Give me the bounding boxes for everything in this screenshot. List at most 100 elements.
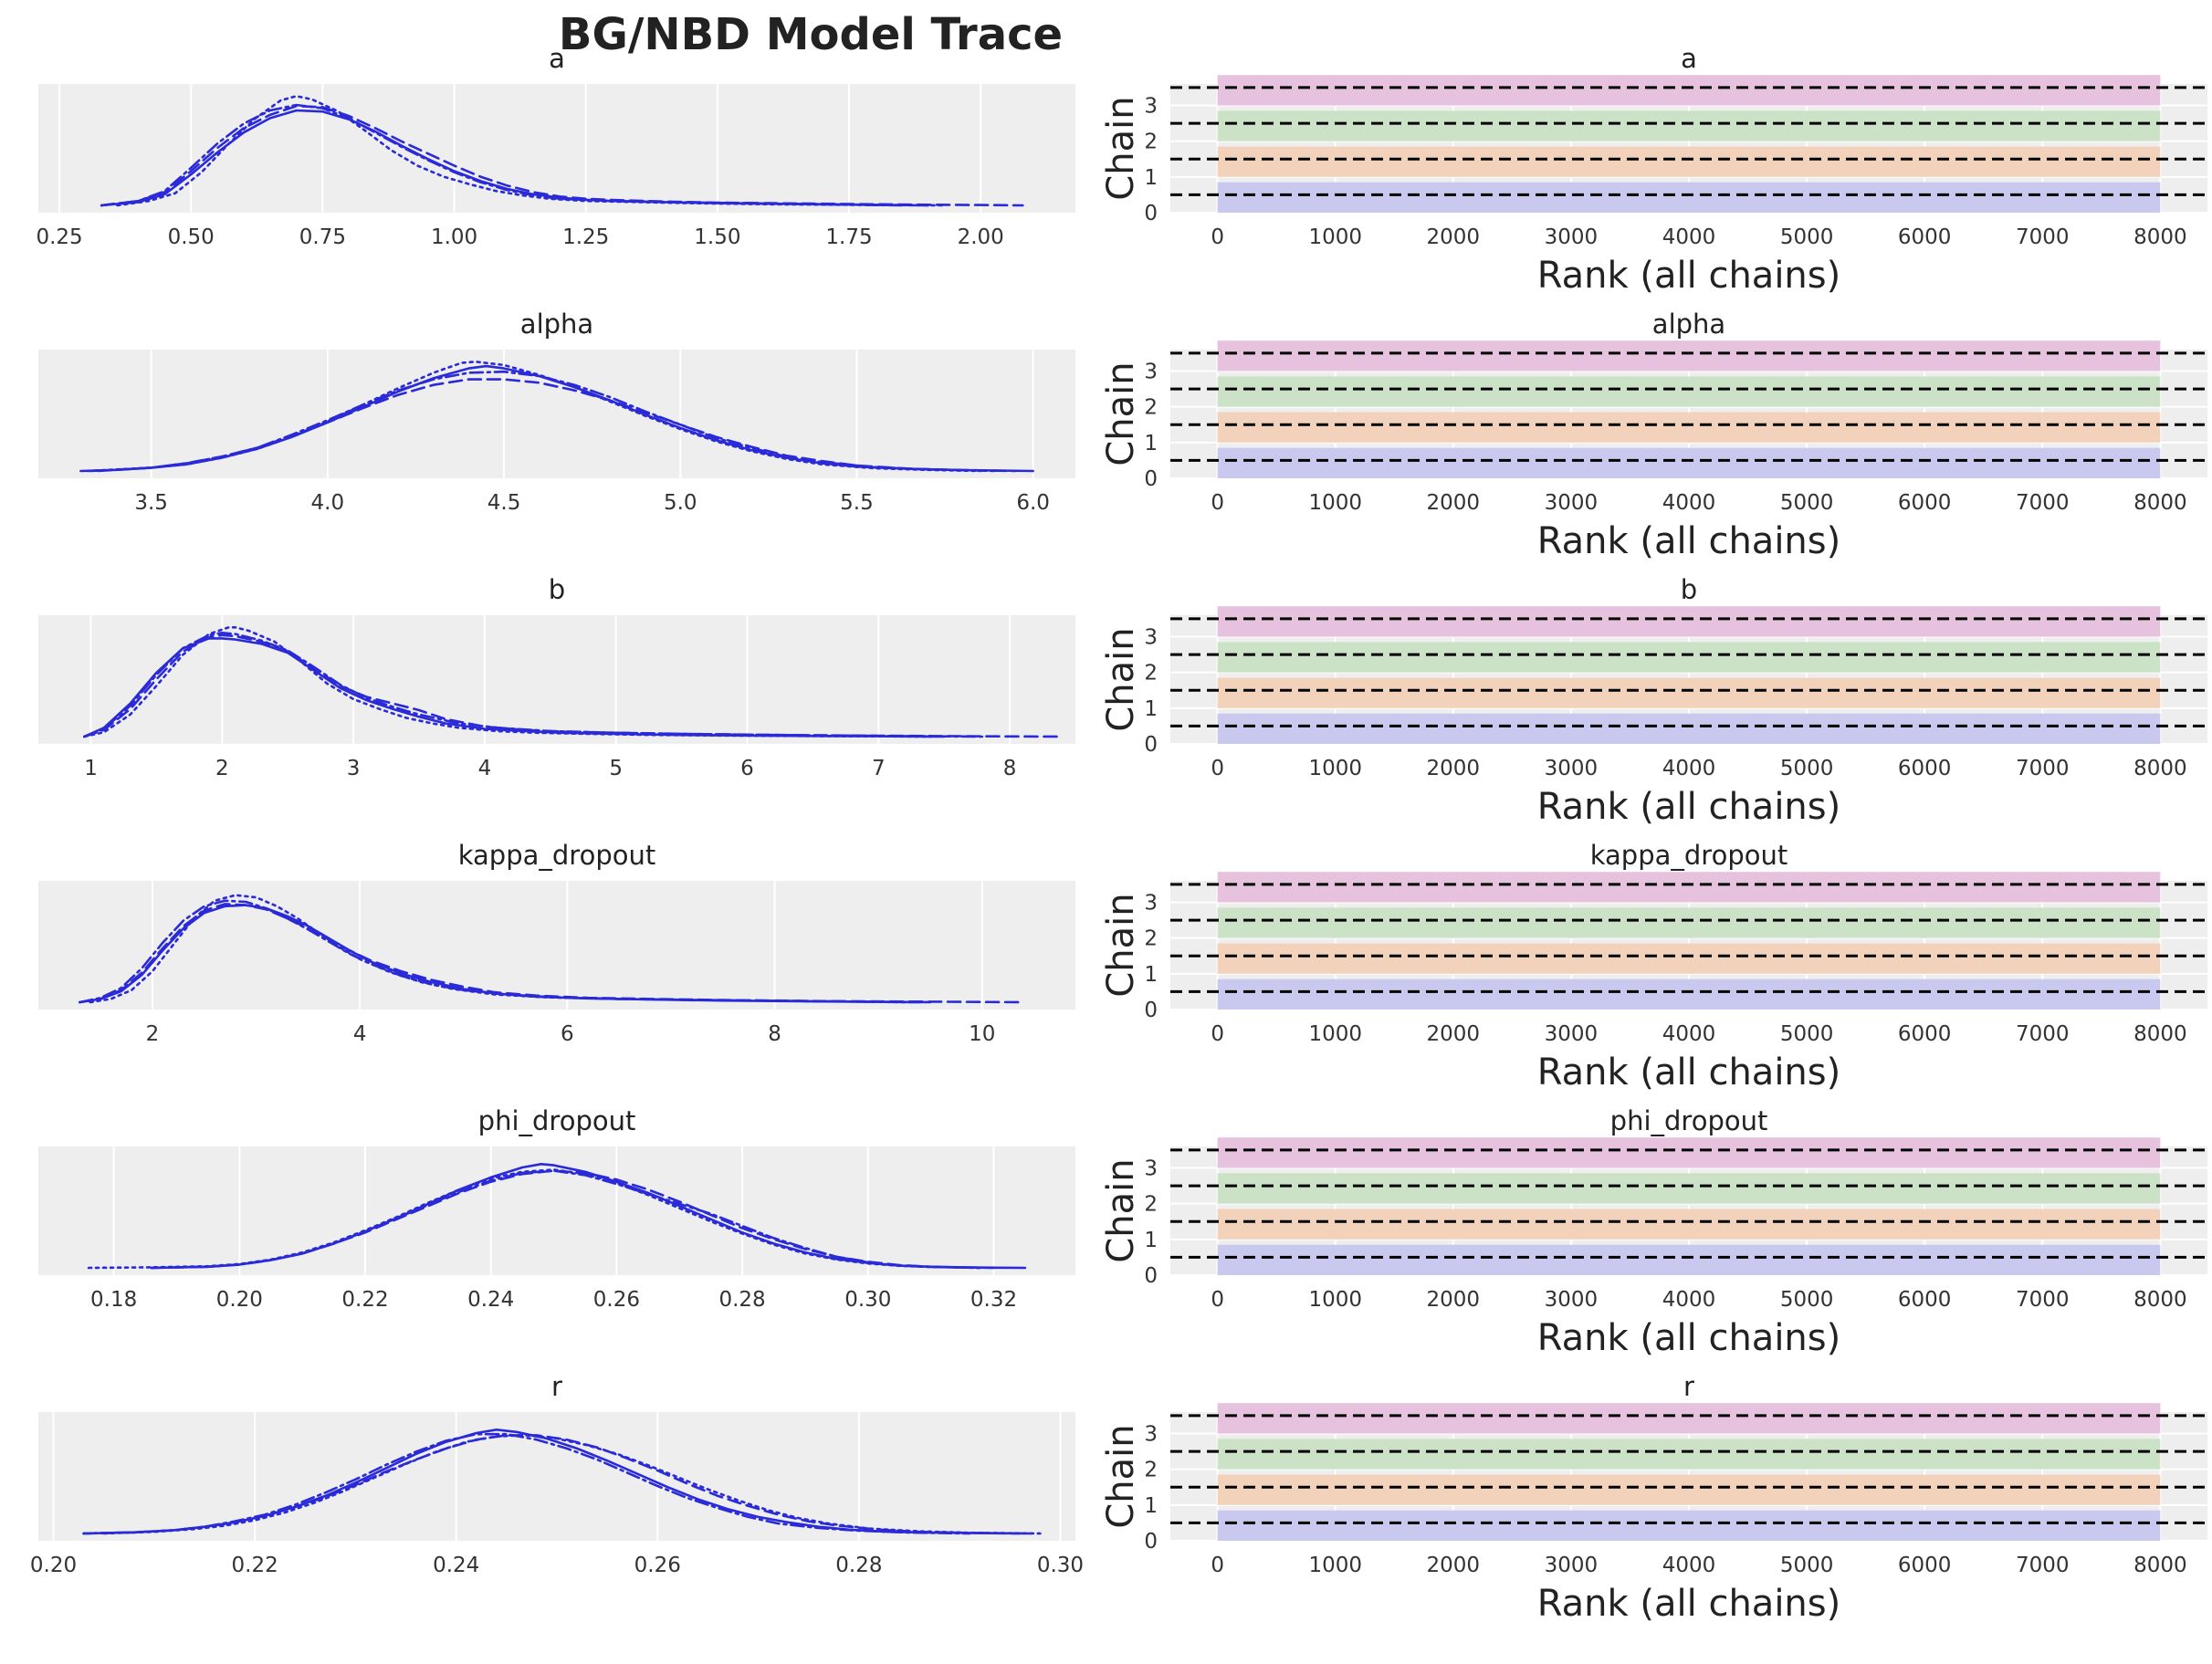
rank-xtick-label: 4000	[1662, 225, 1716, 249]
rank-bar-chain-0	[1217, 713, 2161, 744]
kde-xtick-label: 2.00	[958, 225, 1004, 249]
rank-ytick-label: 3	[1144, 892, 1158, 916]
kde-xtick-label: 5.5	[840, 491, 874, 515]
rank-xtick-label: 5000	[1780, 1288, 1834, 1312]
rank-panel-title: a	[1681, 43, 1697, 74]
rank-ytick-label: 0	[1144, 1264, 1158, 1288]
rank-ytick-label: 3	[1144, 361, 1158, 384]
rank-bar-chain-1	[1217, 943, 2161, 974]
kde-line-dashdot	[83, 631, 985, 738]
rank-bar-chain-2	[1217, 907, 2161, 938]
rank-xtick-label: 6000	[1898, 491, 1952, 515]
rank-xtick-label: 3000	[1545, 1022, 1599, 1046]
rank-xtick-label: 2000	[1427, 757, 1481, 780]
rank-xtick-label: 5000	[1780, 757, 1834, 780]
kde-xtick-label: 4.0	[311, 491, 345, 515]
rank-panel-title: kappa_dropout	[1590, 840, 1787, 871]
rank-panel-title: alpha	[1652, 309, 1725, 340]
rank-bar-chain-1	[1217, 1474, 2161, 1505]
kde-panel-title: alpha	[520, 309, 593, 340]
rank-bar-chain-3	[1217, 606, 2161, 637]
rank-panel-b: 0 1000 2000 3000 4000 5000 6000 7000 8000 0 1 2 3 b Ra…	[1100, 574, 2207, 828]
kde-line-dashdot	[79, 899, 921, 1004]
rank-ylabel: Chain	[1100, 893, 1142, 997]
rank-xtick-label: 8000	[2133, 1022, 2187, 1046]
kde-plot-area	[38, 1146, 1075, 1275]
rank-ytick-label: 2	[1144, 662, 1158, 685]
kde-xtick-label: 0.24	[467, 1288, 514, 1312]
kde-xtick-label: 2	[215, 757, 229, 780]
kde-plot-area	[38, 1412, 1075, 1541]
kde-xtick-label: 0.32	[970, 1288, 1017, 1312]
rank-xtick-label: 4000	[1662, 1022, 1716, 1046]
kde-xtick-label: 0.75	[299, 225, 346, 249]
rank-plots: 0 1000 2000 3000 4000 5000 6000 7000 8000 0 1 2 3 a Ra…	[1100, 43, 2207, 1625]
kde-line-dashdot	[82, 1432, 971, 1535]
kde-xtick-label: 0.28	[835, 1554, 882, 1577]
rank-xtick-label: 5000	[1780, 491, 1834, 515]
rank-ytick-label: 1	[1144, 963, 1158, 987]
kde-panel-r: 0.20 0.22 0.24 0.26 0.28 0.30 r	[30, 1371, 1084, 1577]
kde-xtick-label: 0.20	[30, 1554, 77, 1577]
rank-xtick-label: 6000	[1898, 757, 1952, 780]
rank-panel-title: b	[1681, 574, 1697, 605]
rank-xtick-label: 0	[1211, 1554, 1224, 1577]
rank-ytick-label: 3	[1144, 626, 1158, 650]
rank-bar-chain-3	[1217, 340, 2161, 372]
kde-panel-a: 0.25 0.50 0.75 1.00 1.25 1.50 1.75 2.00 a	[36, 43, 1075, 249]
rank-xtick-label: 6000	[1898, 225, 1952, 249]
rank-bar-chain-1	[1217, 677, 2161, 708]
kde-xtick-label: 7	[872, 757, 886, 780]
kde-panel-title: r	[551, 1371, 562, 1402]
kde-xtick-label: 0.22	[341, 1288, 388, 1312]
rank-xtick-label: 1000	[1308, 1554, 1362, 1577]
rank-bar-chain-1	[1217, 1209, 2161, 1240]
kde-line-dotted	[83, 625, 933, 738]
kde-xtick-label: 6	[561, 1022, 574, 1046]
rank-xtick-label: 7000	[2016, 1288, 2070, 1312]
kde-panel-alpha: 3.5 4.0 4.5 5.0 5.5 6.0 alpha	[38, 309, 1075, 515]
rank-xlabel: Rank (all chains)	[1537, 1052, 1840, 1094]
rank-bar-chain-0	[1217, 1244, 2161, 1275]
figure-title: BG/NBD Model Trace	[559, 9, 1063, 60]
rank-bar-chain-2	[1217, 110, 2161, 141]
kde-xtick-label: 0.26	[593, 1288, 640, 1312]
rank-xtick-label: 6000	[1898, 1554, 1952, 1577]
rank-xtick-label: 3000	[1545, 225, 1599, 249]
rank-xtick-label: 5000	[1780, 1554, 1834, 1577]
kde-plots: 0.25 0.50 0.75 1.00 1.25 1.50 1.75 2.00 a 3.5 4.0 4…	[30, 43, 1084, 1577]
rank-xtick-label: 4000	[1662, 1288, 1716, 1312]
rank-ytick-label: 1	[1144, 1229, 1158, 1252]
rank-xtick-label: 3000	[1545, 757, 1599, 780]
rank-ytick-label: 2	[1144, 396, 1158, 420]
rank-xtick-label: 2000	[1427, 1554, 1481, 1577]
kde-xtick-label: 1.50	[694, 225, 740, 249]
kde-line-dashdot	[150, 1169, 982, 1270]
kde-line-dashdot	[100, 103, 904, 207]
kde-panel-title: phi_dropout	[478, 1105, 636, 1136]
rank-xtick-label: 0	[1211, 491, 1224, 515]
rank-xtick-label: 7000	[2016, 1554, 2070, 1577]
rank-panel-phi_dropout: 0 1000 2000 3000 4000 5000 6000 7000 8000 0 1 2 3 phi…	[1100, 1105, 2207, 1359]
rank-xtick-label: 3000	[1545, 1288, 1599, 1312]
kde-line-dashed	[83, 633, 1064, 738]
rank-xtick-label: 7000	[2016, 1022, 2070, 1046]
rank-bar-chain-3	[1217, 1137, 2161, 1168]
rank-ytick-label: 2	[1144, 1459, 1158, 1482]
rank-xtick-label: 1000	[1308, 757, 1362, 780]
rank-bar-chain-2	[1217, 1173, 2161, 1204]
rank-xtick-label: 0	[1211, 757, 1224, 780]
kde-xtick-label: 4	[478, 757, 492, 780]
kde-xtick-label: 0.26	[634, 1554, 681, 1577]
rank-xtick-label: 2000	[1427, 1288, 1481, 1312]
rank-ylabel: Chain	[1100, 361, 1142, 466]
rank-ytick-label: 3	[1144, 95, 1158, 119]
kde-panel-kappa_dropout: 2 4 6 8 10 kappa_dropout	[38, 840, 1075, 1046]
rank-ytick-label: 1	[1144, 166, 1158, 190]
kde-line-dashdot	[89, 370, 1000, 473]
rank-ytick-label: 2	[1144, 1193, 1158, 1217]
rank-xtick-label: 4000	[1662, 757, 1716, 780]
kde-xtick-label: 3.5	[134, 491, 168, 515]
kde-xtick-label: 10	[969, 1022, 995, 1046]
